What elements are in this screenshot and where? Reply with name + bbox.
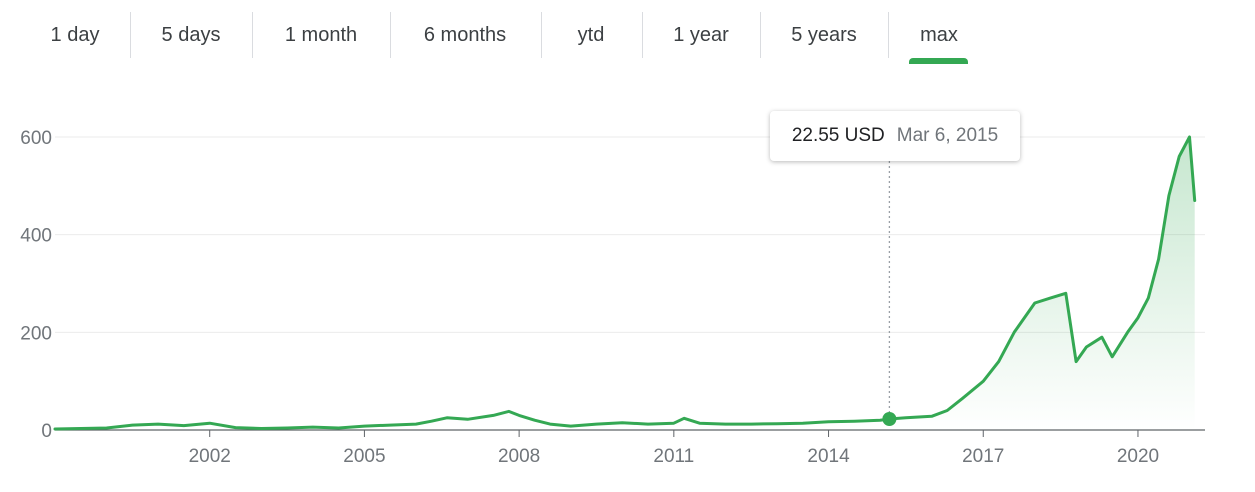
- tab-divider: [252, 12, 253, 58]
- x-tick-label: 2014: [807, 446, 850, 467]
- tab-divider: [541, 12, 542, 58]
- range-tab-label: ytd: [577, 23, 605, 46]
- range-tab-label: 5 days: [161, 23, 221, 46]
- range-tab-label: 5 years: [791, 23, 857, 46]
- tab-divider: [130, 12, 131, 58]
- range-tab-label: 1 day: [50, 23, 100, 46]
- series-area: [55, 137, 1195, 430]
- range-tab-6-months[interactable]: 6 months: [405, 12, 525, 58]
- range-tab-label: max: [920, 23, 958, 46]
- range-tab-label: 1 year: [673, 23, 729, 46]
- range-tab-max[interactable]: max: [903, 12, 975, 58]
- y-tick-label: 400: [20, 226, 52, 247]
- y-tick-label: 0: [41, 421, 52, 442]
- y-tick-label: 600: [20, 128, 52, 149]
- x-tick-label: 2002: [189, 446, 231, 467]
- x-tick-label: 2011: [653, 446, 694, 467]
- range-tab-ytd[interactable]: ytd: [556, 12, 626, 58]
- tab-divider: [642, 12, 643, 58]
- hover-tooltip: 22.55 USD Mar 6, 2015: [770, 111, 1020, 161]
- y-tick-label: 200: [20, 323, 52, 344]
- tooltip-price: 22.55 USD: [791, 125, 885, 146]
- tab-divider: [888, 12, 889, 58]
- range-tab-5-days[interactable]: 5 days: [145, 12, 237, 58]
- range-tab-1-month[interactable]: 1 month: [267, 12, 375, 58]
- tooltip-date: Mar 6, 2015: [896, 125, 999, 146]
- x-tick-label: 2017: [962, 446, 1004, 467]
- range-tab-5-years[interactable]: 5 years: [775, 12, 873, 58]
- hover-point-marker: [882, 411, 897, 426]
- tab-divider: [390, 12, 391, 58]
- x-tick-label: 2005: [343, 446, 385, 467]
- selected-tab-indicator: [909, 58, 968, 64]
- range-tab-label: 1 month: [284, 23, 358, 46]
- range-tab-1-year[interactable]: 1 year: [657, 12, 745, 58]
- range-tab-label: 6 months: [423, 23, 507, 46]
- range-tab-1-day[interactable]: 1 day: [35, 12, 115, 58]
- series-line: [53, 135, 1197, 431]
- x-tick-label: 2020: [1117, 446, 1159, 467]
- x-tick-label: 2008: [498, 446, 540, 467]
- range-tabs: 1 day 5 days 1 month 6 months ytd 1 year…: [0, 0, 1255, 70]
- tab-divider: [760, 12, 761, 58]
